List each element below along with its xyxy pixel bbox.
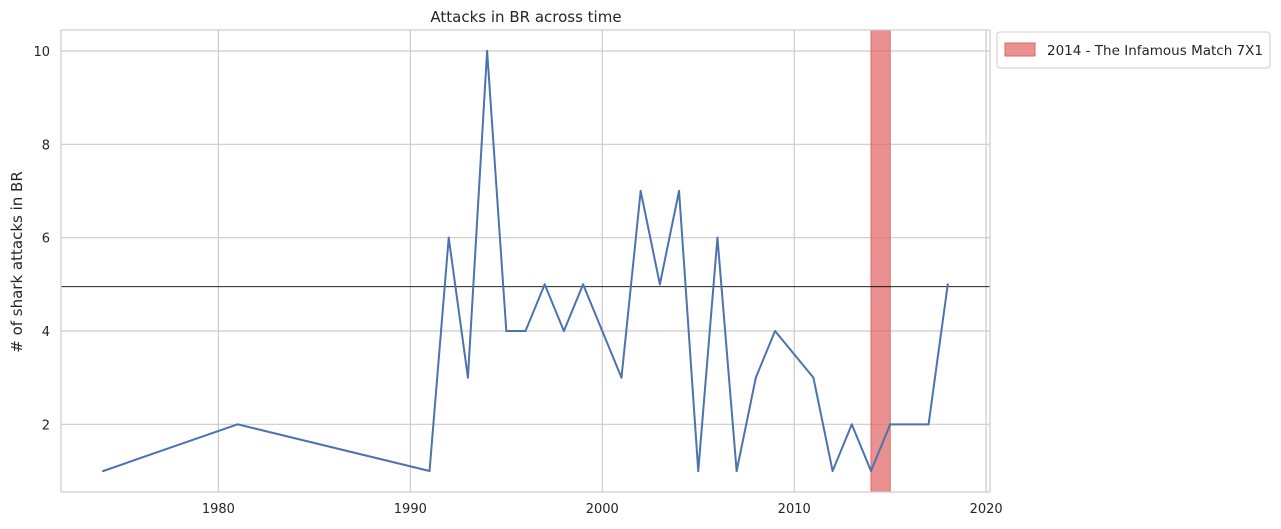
x-tick-label: 2020 (970, 502, 1003, 517)
highlight-span-group (61, 29, 990, 493)
y-tick-label: 8 (42, 138, 50, 153)
data-point (505, 330, 508, 332)
data-point (927, 423, 930, 426)
series-line (102, 50, 949, 472)
x-tick-label: 2000 (586, 502, 619, 517)
data-point (754, 376, 757, 379)
data-point (466, 376, 469, 379)
data-point (428, 470, 431, 472)
data-point (562, 330, 565, 332)
data-point (658, 283, 661, 286)
data-point (582, 283, 585, 286)
legend: 2014 - The Infamous Match 7X1 (996, 31, 1271, 69)
data-point (102, 470, 105, 472)
data-point (486, 50, 489, 52)
chart-title: Attacks in BR across time (430, 8, 621, 26)
series-group (102, 50, 949, 472)
tick-labels: 1980 1990 2000 2010 2020 2 4 6 8 10 (33, 45, 1002, 517)
axes-group (60, 29, 991, 493)
y-tick-label: 10 (33, 45, 50, 60)
data-point (678, 190, 681, 192)
data-point (447, 236, 450, 239)
data-point (639, 190, 642, 192)
x-tick-label: 1980 (202, 502, 235, 517)
legend-box (996, 31, 1271, 69)
y-tick-label: 6 (42, 232, 50, 247)
data-point (620, 376, 623, 379)
data-point (735, 470, 738, 472)
legend-swatch (1004, 42, 1036, 57)
data-point (774, 330, 777, 332)
data-point (869, 470, 872, 472)
data-point (236, 423, 239, 426)
data-point (946, 283, 949, 286)
x-tick-label: 1990 (394, 502, 427, 517)
grid-lines (61, 30, 990, 492)
plot-frame (60, 29, 991, 493)
data-point (889, 423, 892, 426)
highlight-span (870, 29, 891, 493)
x-tick-label: 2010 (778, 502, 811, 517)
y-tick-label: 2 (42, 418, 50, 433)
data-point (697, 470, 700, 472)
data-point (812, 376, 815, 379)
data-point (831, 470, 834, 472)
data-point (524, 330, 527, 332)
y-tick-label: 4 (42, 325, 50, 340)
data-point (543, 283, 546, 286)
y-axis-label: # of shark attacks in BR (8, 171, 26, 353)
legend-label: 2014 - The Infamous Match 7X1 (1047, 43, 1263, 59)
data-point (716, 236, 719, 239)
data-point (850, 423, 853, 426)
